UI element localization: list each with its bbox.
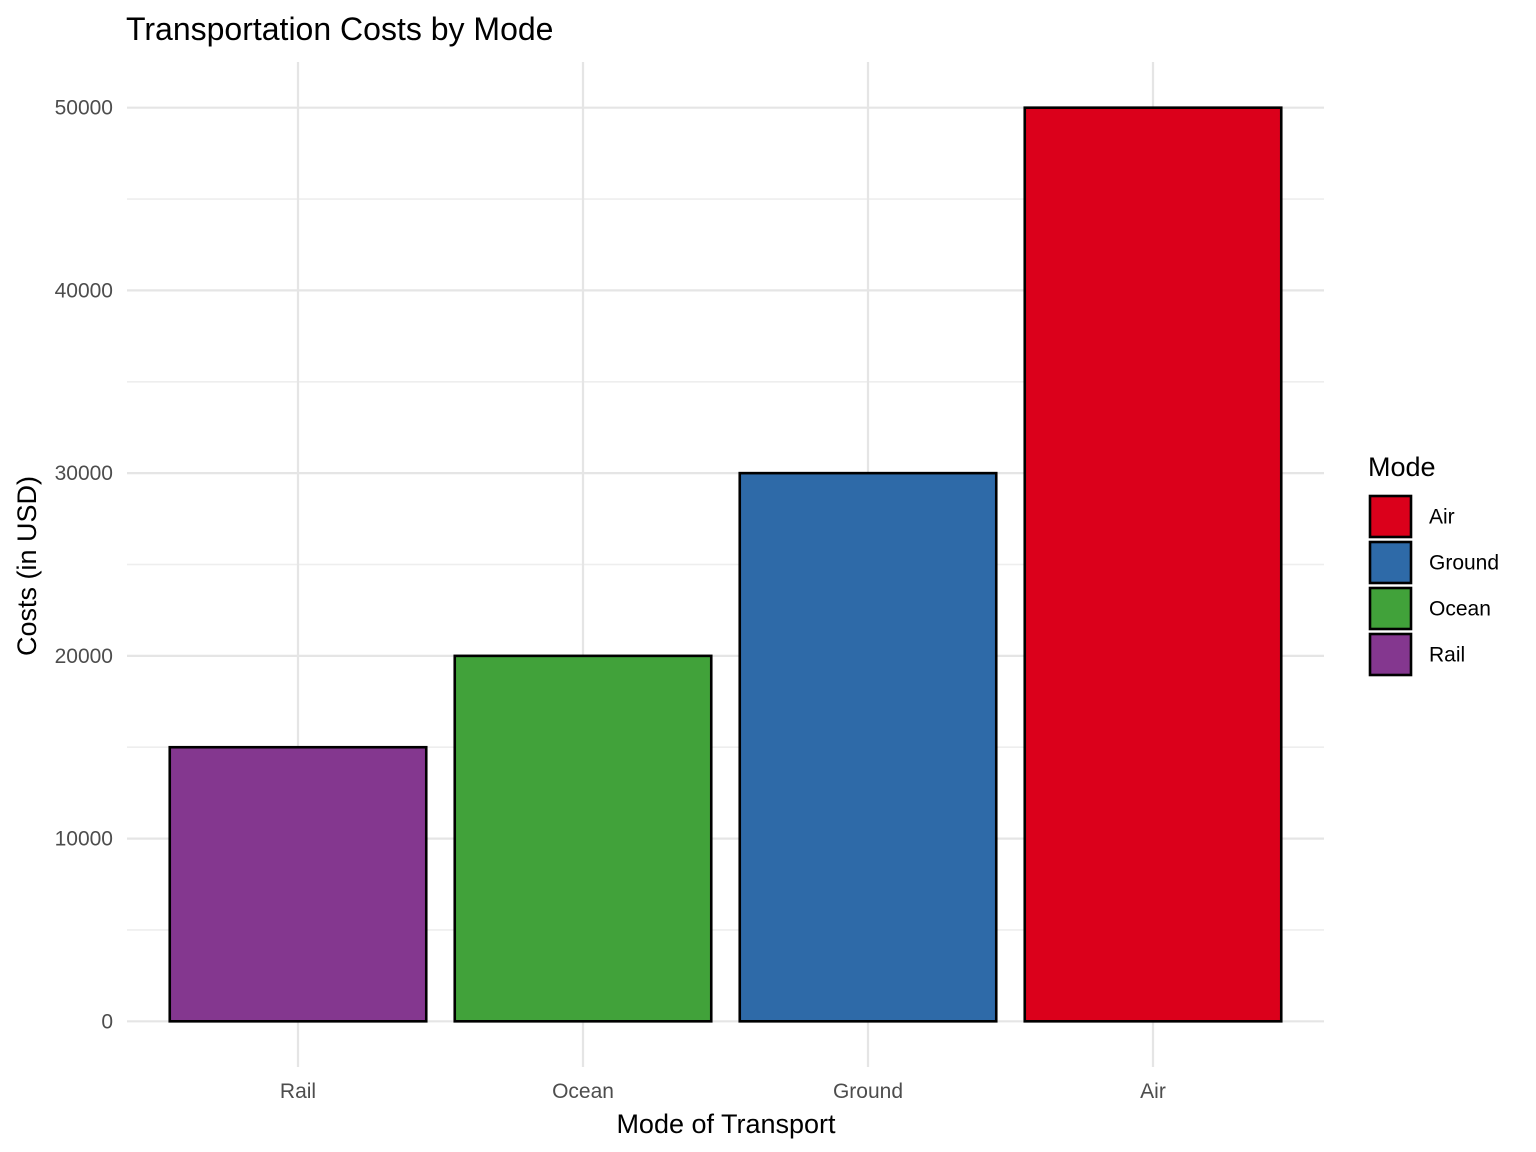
bar-ground (738, 471, 998, 1023)
y-tick-label: 20000 (55, 645, 113, 668)
bar-rail (168, 745, 428, 1023)
legend-title: Mode (1368, 452, 1436, 482)
y-tick-label: 40000 (55, 279, 113, 302)
y-tick-label: 50000 (55, 97, 113, 120)
legend-key-rail (1368, 632, 1413, 677)
y-tick-label: 10000 (55, 828, 113, 851)
chart-title: Transportation Costs by Mode (126, 11, 553, 47)
legend-label-ocean: Ocean (1429, 598, 1491, 621)
x-tick-label: Ocean (552, 1080, 614, 1103)
x-axis-title: Mode of Transport (616, 1109, 836, 1139)
y-tick-label: 0 (101, 1010, 113, 1033)
x-tick-labels: Rail Ocean Ground Air (280, 1080, 1166, 1103)
legend-label-ground: Ground (1429, 552, 1499, 575)
y-tick-labels: 0 10000 20000 30000 40000 50000 (55, 97, 113, 1034)
legend-key-air (1368, 494, 1413, 539)
legend-key-ground (1368, 540, 1413, 585)
x-tick-label: Rail (280, 1080, 316, 1103)
legend: Mode Air Ground Ocean Rail (1368, 452, 1499, 677)
y-tick-label: 30000 (55, 462, 113, 485)
x-tick-label: Air (1140, 1080, 1166, 1103)
legend-label-rail: Rail (1429, 644, 1465, 667)
x-tick-label: Ground (833, 1080, 903, 1103)
bar-ocean (453, 654, 713, 1023)
bars (168, 106, 1283, 1023)
legend-label-air: Air (1429, 506, 1455, 529)
bar-air (1023, 106, 1283, 1023)
y-axis-title: Costs (in USD) (12, 476, 42, 656)
legend-key-ocean (1368, 586, 1413, 631)
